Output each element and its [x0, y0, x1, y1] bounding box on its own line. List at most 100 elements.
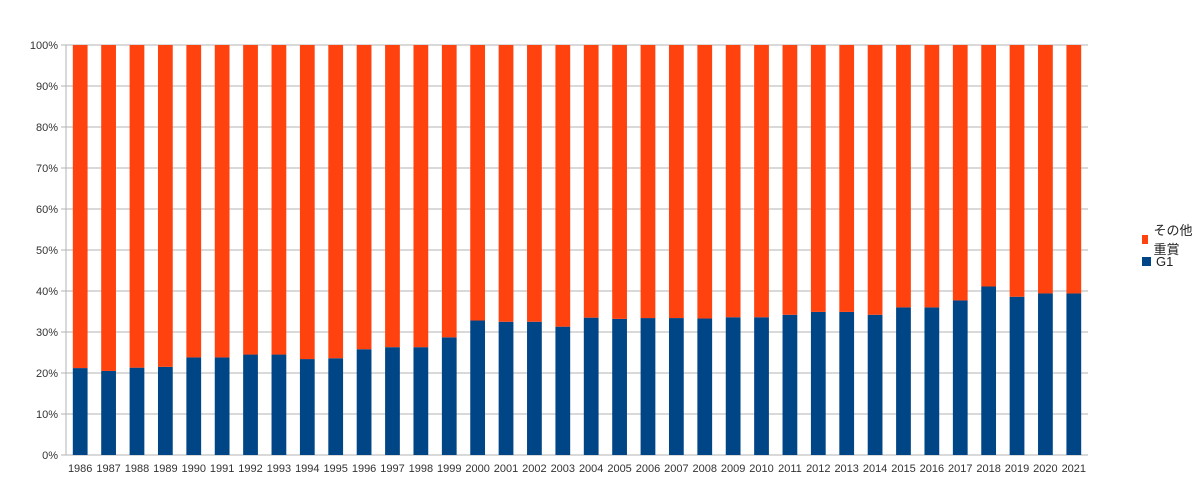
legend-label-other: その他重賞	[1153, 223, 1193, 257]
bar-other	[1066, 45, 1082, 294]
y-tick-label: 50%	[36, 245, 58, 257]
bar-other	[243, 45, 258, 355]
x-tick-label: 2017	[948, 463, 972, 475]
x-tick-label: 1999	[437, 463, 461, 475]
y-tick-label: 70%	[36, 163, 58, 175]
x-tick-label: 2003	[551, 463, 575, 475]
bar-g1	[441, 337, 457, 455]
y-tick-label: 100%	[30, 40, 58, 52]
x-tick-label: 2002	[522, 463, 546, 475]
legend-swatch-g1	[1142, 256, 1151, 266]
bar-g1	[72, 368, 88, 455]
bar-other	[810, 45, 826, 312]
bar-other	[668, 45, 684, 319]
x-tick-label: 2000	[465, 463, 489, 475]
x-tick-label: 1987	[96, 463, 120, 475]
bar-g1	[640, 318, 656, 455]
x-tick-label: 1986	[68, 463, 92, 475]
y-tick-label: 40%	[36, 286, 58, 298]
bar-g1	[527, 321, 542, 455]
x-tick-label: 2009	[721, 463, 745, 475]
bar-g1	[896, 307, 911, 455]
x-tick-label: 2020	[1033, 463, 1057, 475]
bar-other	[697, 45, 713, 319]
bar-other	[1038, 45, 1053, 294]
y-tick-label: 30%	[36, 327, 58, 339]
x-tick-label: 2008	[693, 463, 717, 475]
bar-g1	[754, 317, 769, 455]
x-tick-label: 1998	[409, 463, 433, 475]
bar-g1	[867, 314, 883, 455]
x-tick-label: 2006	[636, 463, 660, 475]
bar-g1	[952, 300, 968, 455]
bar-g1	[328, 358, 344, 455]
legend-swatch-other	[1142, 234, 1149, 244]
y-tick-label: 90%	[36, 81, 58, 93]
bar-g1	[1038, 293, 1053, 455]
legend-item-other: その他重賞	[1142, 223, 1200, 257]
bar-g1	[555, 326, 571, 455]
x-tick-label: 1994	[295, 463, 319, 475]
x-tick-label: 2001	[494, 463, 518, 475]
bar-other	[129, 45, 145, 368]
y-tick-label: 0%	[42, 450, 58, 462]
bar-g1	[810, 311, 826, 455]
bar-other	[924, 45, 940, 308]
bar-other	[271, 45, 287, 355]
bar-other	[157, 45, 173, 367]
bar-other	[725, 45, 741, 318]
x-tick-label: 1988	[125, 463, 149, 475]
bar-g1	[924, 307, 940, 455]
bar-g1	[470, 320, 486, 455]
x-tick-label: 2016	[920, 463, 944, 475]
y-tick-label: 10%	[36, 409, 58, 421]
x-tick-label: 1995	[323, 463, 347, 475]
bar-other	[356, 45, 372, 350]
bar-other	[385, 45, 400, 348]
x-tick-label: 2018	[976, 463, 1000, 475]
bar-other	[612, 45, 627, 319]
bar-other	[896, 45, 911, 308]
legend: その他重賞 G1	[1142, 223, 1200, 272]
bar-other	[583, 45, 599, 318]
bar-other	[555, 45, 571, 327]
bar-other	[640, 45, 656, 319]
bar-g1	[1066, 293, 1082, 455]
bar-other	[72, 45, 88, 369]
x-tick-label: 1990	[182, 463, 206, 475]
bar-other	[470, 45, 486, 321]
bar-g1	[413, 347, 429, 455]
bar-other	[952, 45, 968, 301]
x-tick-label: 1992	[238, 463, 262, 475]
y-tick-label: 60%	[36, 204, 58, 216]
bar-other	[782, 45, 798, 315]
bar-other	[527, 45, 542, 322]
y-tick-label: 20%	[36, 368, 58, 380]
bar-g1	[981, 286, 997, 455]
x-tick-label: 2012	[806, 463, 830, 475]
bar-g1	[271, 354, 287, 455]
x-tick-label: 2010	[749, 463, 773, 475]
bar-g1	[101, 370, 116, 455]
x-tick-label: 1989	[153, 463, 177, 475]
x-tick-label: 1993	[267, 463, 291, 475]
x-tick-label: 2005	[607, 463, 631, 475]
x-tick-label: 2011	[778, 463, 802, 475]
bar-other	[441, 45, 457, 338]
bar-g1	[782, 314, 798, 455]
bar-g1	[157, 366, 173, 455]
bar-g1	[583, 317, 599, 455]
bar-other	[186, 45, 202, 358]
y-tick-label: 80%	[36, 122, 58, 134]
bar-g1	[668, 318, 684, 455]
bar-g1	[498, 321, 514, 455]
bar-g1	[612, 318, 627, 455]
legend-item-g1: G1	[1142, 250, 1200, 272]
y-axis-labels: 0% 10% 20% 30% 40% 50% 60% 70% 80% 90% 100%	[30, 40, 58, 462]
x-tick-label: 2007	[664, 463, 688, 475]
bar-g1	[186, 357, 202, 455]
bar-other	[754, 45, 769, 318]
bar-g1	[839, 311, 855, 455]
x-tick-label: 2014	[863, 463, 887, 475]
bar-g1	[725, 317, 741, 455]
